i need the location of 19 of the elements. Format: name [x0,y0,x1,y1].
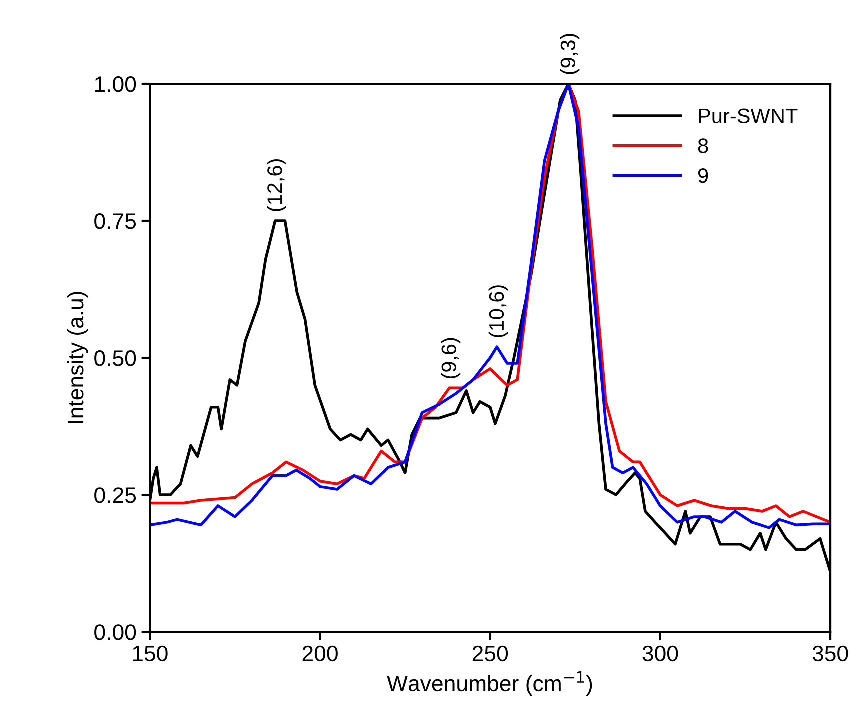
legend-label: 9 [698,168,708,184]
x-tick-label: 200 [302,646,338,662]
y-tick-label: 1.00 [95,76,136,92]
y-tick-label: 0.25 [94,488,136,504]
x-tick-label: 250 [472,646,508,662]
annotation: (12,6) [267,160,286,212]
x-axis-title: Wavenumber (cm$^{−1}$) [387,672,592,696]
x-tick-label: 350 [812,646,848,662]
x-tick-label: 300 [642,646,678,662]
legend-label: Pur-SWNT [699,108,798,124]
y-axis-title: Intensity (a.u) [67,292,88,424]
annotation: (10,6) [488,286,508,338]
y-tick-label: 0.00 [94,624,136,640]
y-tick-label: 0.75 [94,214,136,230]
annotation: (9,6) [441,338,461,379]
annotation: (9,3) [560,34,580,74]
x-tick-label: 150 [133,646,168,662]
legend-label: 8 [698,138,708,154]
y-tick-label: 0.50 [94,350,136,366]
